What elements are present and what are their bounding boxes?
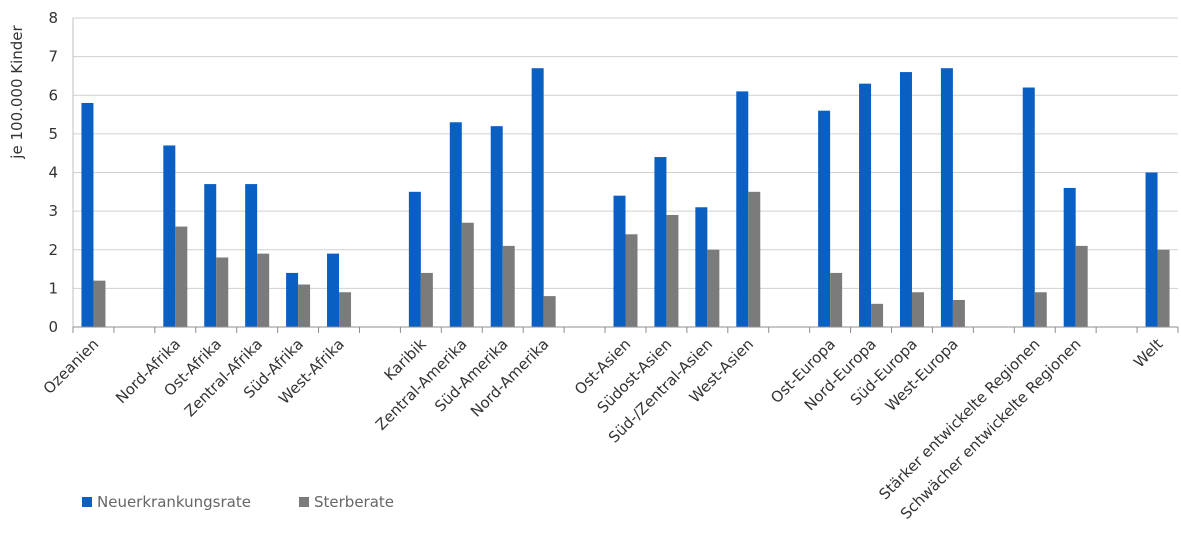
bar-neuerkrankungsrate xyxy=(81,102,94,327)
y-tick-label: 0 xyxy=(48,318,58,336)
bar-neuerkrankungsrate xyxy=(736,91,749,327)
bar-sterberate xyxy=(952,299,965,327)
y-tick-label: 2 xyxy=(48,241,58,259)
bar-sterberate xyxy=(1157,249,1170,327)
bar-neuerkrankungsrate xyxy=(245,184,258,327)
bar-sterberate xyxy=(298,284,311,327)
bar-neuerkrankungsrate xyxy=(695,207,708,327)
bar-neuerkrankungsrate xyxy=(940,68,953,328)
bar-sterberate xyxy=(216,257,229,327)
y-tick-label: 6 xyxy=(48,86,58,104)
bar-sterberate xyxy=(830,272,843,327)
bar-sterberate xyxy=(666,214,679,327)
bar-sterberate xyxy=(502,245,515,327)
bar-sterberate xyxy=(871,303,884,327)
bar-neuerkrankungsrate xyxy=(899,72,912,327)
bar-neuerkrankungsrate xyxy=(1063,187,1076,327)
bar-neuerkrankungsrate xyxy=(327,253,340,327)
bar-neuerkrankungsrate xyxy=(818,110,831,327)
legend: Neuerkrankungsrate Sterberate xyxy=(82,493,394,511)
bar-neuerkrankungsrate xyxy=(449,122,462,327)
legend-swatch xyxy=(82,497,92,507)
y-axis-title: je 100.000 Kinder xyxy=(8,24,26,159)
y-tick-label: 8 xyxy=(48,9,58,27)
bar-neuerkrankungsrate xyxy=(531,68,544,328)
x-tick-label: Ozeanien xyxy=(40,335,103,398)
bar-neuerkrankungsrate xyxy=(1145,172,1158,327)
bar-sterberate xyxy=(543,296,556,327)
y-tick-label: 7 xyxy=(48,48,58,66)
bar-neuerkrankungsrate xyxy=(654,157,667,327)
bar-sterberate xyxy=(461,222,474,327)
bar-neuerkrankungsrate xyxy=(408,191,421,327)
bar-sterberate xyxy=(93,280,106,327)
bars xyxy=(81,68,1170,328)
y-tick-label: 3 xyxy=(48,202,58,220)
bar-neuerkrankungsrate xyxy=(1022,87,1035,328)
legend-label: Neuerkrankungsrate xyxy=(97,493,251,511)
bar-sterberate xyxy=(707,249,720,327)
bar-neuerkrankungsrate xyxy=(859,83,872,327)
bar-neuerkrankungsrate xyxy=(613,195,626,327)
x-axis xyxy=(72,326,1179,333)
bar-sterberate xyxy=(175,226,188,327)
bar-neuerkrankungsrate xyxy=(163,145,176,327)
legend-swatch xyxy=(299,497,309,507)
legend-label: Sterberate xyxy=(314,493,394,511)
bar-sterberate xyxy=(257,253,270,327)
x-tick-label: West-Europa xyxy=(882,335,962,415)
y-tick-label: 1 xyxy=(48,279,58,297)
y-tick-label: 4 xyxy=(48,164,58,182)
y-axis-ticks: 0 1 2 3 4 5 6 7 8 xyxy=(48,9,58,336)
bar-sterberate xyxy=(1034,292,1047,327)
bar-sterberate xyxy=(748,191,761,327)
bar-sterberate xyxy=(625,234,638,327)
bar-neuerkrankungsrate xyxy=(490,126,503,328)
bar-sterberate xyxy=(420,272,433,327)
bar-neuerkrankungsrate xyxy=(204,184,217,327)
x-tick-label: Welt xyxy=(1130,335,1166,371)
bar-neuerkrankungsrate xyxy=(286,272,299,327)
y-tick-label: 5 xyxy=(48,125,58,143)
bar-sterberate xyxy=(911,292,924,327)
bar-sterberate xyxy=(1075,245,1088,327)
bar-sterberate xyxy=(339,292,352,327)
